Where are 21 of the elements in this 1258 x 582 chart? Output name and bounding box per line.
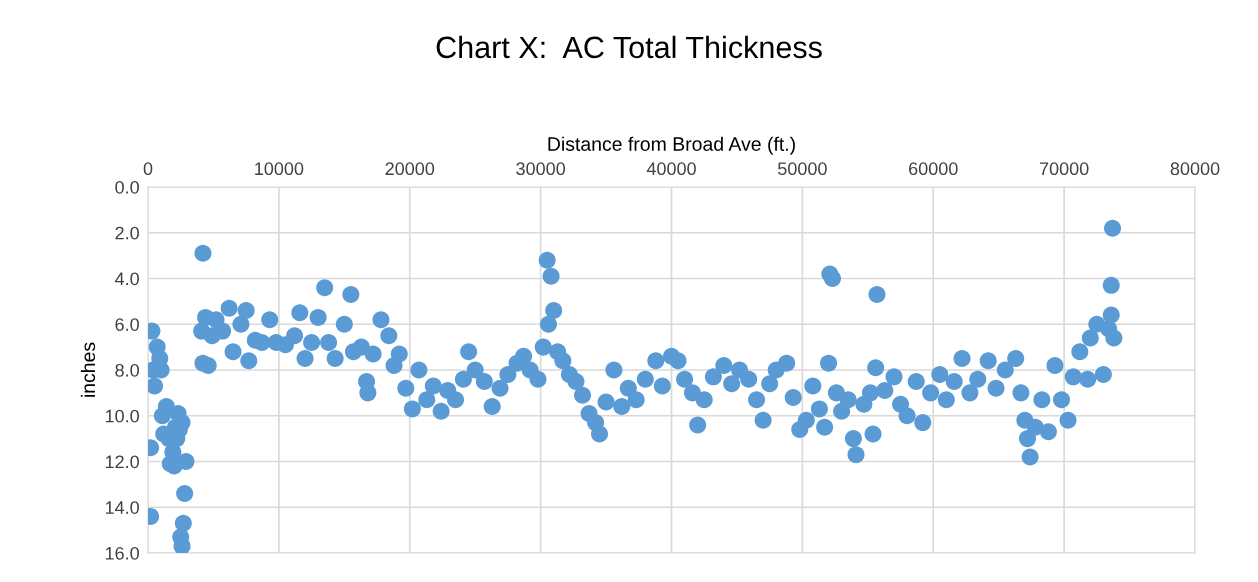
y-tick-label: 12.0 [105,455,139,469]
y-tick-label: 14.0 [105,501,139,514]
y-tick-label: 8.0 [115,363,139,377]
x-tick-label: 70000 [1039,162,1089,176]
x-tick-label: 10000 [255,162,304,176]
x-tick-label: 60000 [909,162,958,176]
x-tick-label: 50000 [778,162,827,176]
y-axis-title: inches [80,342,96,397]
x-axis-title: Distance from Broad Ave (ft.) [548,136,795,155]
x-tick-label: 20000 [385,162,435,176]
y-tick-label: 2.0 [115,226,139,240]
x-tick-label: 80000 [1170,162,1220,176]
chart-title: Chart X: AC Total Thickness [436,35,822,59]
x-tick-label: 40000 [646,162,696,176]
y-tick-label: 10.0 [105,409,139,423]
x-tick-label: 0 [143,162,153,176]
x-tick-label: 30000 [516,162,566,176]
y-tick-label: 4.0 [114,272,139,286]
y-tick-label: 0.0 [115,180,139,194]
y-tick-label: 16.0 [105,546,139,560]
y-tick-label: 6.0 [115,318,139,331]
